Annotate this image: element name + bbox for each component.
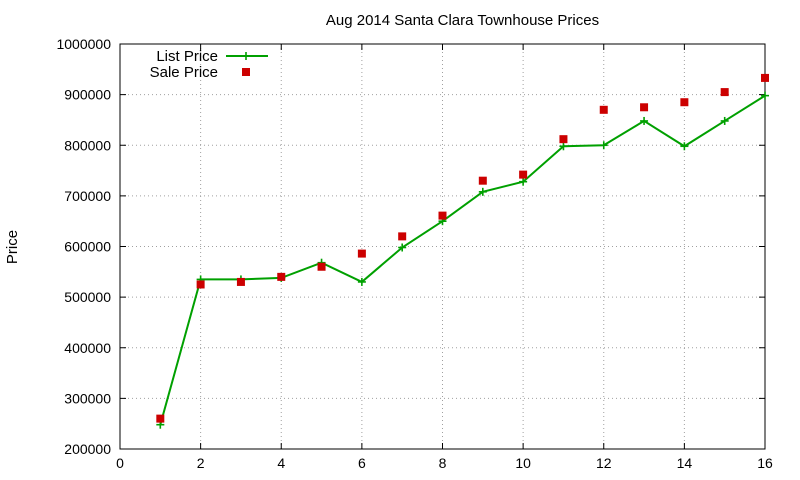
sale-price-point — [519, 170, 528, 179]
list-price-point — [478, 187, 487, 196]
sale-price-point — [357, 249, 366, 258]
list-price-point — [519, 177, 528, 186]
list-price-line — [159, 94, 766, 425]
series-sale-price — [156, 73, 769, 423]
chart-title: Aug 2014 Santa Clara Townhouse Prices — [326, 12, 599, 29]
sale-price-point — [277, 272, 286, 281]
x-tick-label: 6 — [358, 455, 366, 471]
x-tick-label: 14 — [677, 455, 693, 471]
y-tick-label: 800000 — [64, 137, 111, 153]
legend-label: List Price — [156, 48, 218, 65]
series-list-price — [156, 91, 769, 429]
y-tick-label: 1000000 — [56, 36, 111, 52]
series-group — [156, 73, 769, 429]
sale-price-point — [478, 176, 487, 185]
axis-ticks: 0 2 4 6 8 10 12 14 16 200000 300000 400000 500000 600… — [56, 36, 773, 471]
list-price-point — [398, 243, 407, 252]
sale-price-point — [761, 73, 769, 82]
y-axis-label: Price — [4, 230, 21, 264]
sale-price-point — [640, 103, 649, 112]
sale-price-point — [156, 414, 165, 423]
x-tick-label: 0 — [116, 455, 124, 471]
list-price-point — [761, 91, 769, 100]
list-price-point — [680, 142, 689, 151]
y-tick-label: 500000 — [64, 289, 111, 305]
y-tick-label: 400000 — [64, 340, 111, 356]
x-tick-label: 16 — [757, 455, 773, 471]
x-tick-label: 12 — [596, 455, 612, 471]
y-tick-label: 700000 — [64, 188, 111, 204]
legend-swatch-marker — [242, 52, 250, 60]
x-tick-label: 4 — [277, 455, 285, 471]
sale-price-point — [680, 98, 689, 107]
legend-swatch-marker — [242, 68, 250, 76]
list-price-point — [357, 277, 366, 286]
sale-price-point — [438, 211, 447, 220]
list-price-point — [599, 141, 608, 150]
x-tick-label: 8 — [439, 455, 447, 471]
y-tick-label: 300000 — [64, 390, 111, 406]
grid — [120, 44, 765, 449]
y-tick-label: 600000 — [64, 239, 111, 255]
sale-price-point — [599, 105, 608, 114]
list-price-point — [720, 116, 729, 125]
sale-price-point — [720, 88, 729, 97]
sale-price-point — [317, 262, 326, 271]
x-tick-label: 2 — [197, 455, 205, 471]
list-price-point — [640, 116, 649, 125]
sale-price-point — [196, 280, 205, 289]
y-tick-label: 200000 — [64, 441, 111, 457]
x-tick-label: 10 — [515, 455, 531, 471]
sale-price-point — [398, 232, 407, 241]
list-price-point — [559, 142, 568, 151]
legend-label: Sale Price — [150, 64, 218, 81]
y-tick-label: 900000 — [64, 87, 111, 103]
sale-price-point — [236, 277, 245, 286]
sale-price-point — [559, 135, 568, 144]
